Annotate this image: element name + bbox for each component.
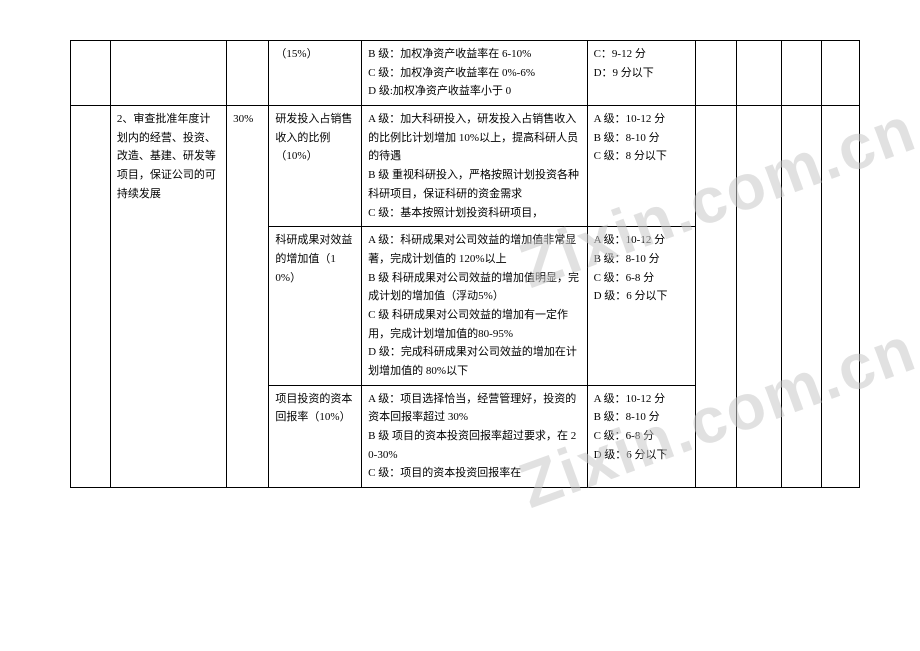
cell: [695, 106, 736, 488]
cell: （15%）: [269, 41, 362, 106]
cell: [71, 106, 111, 488]
cell: [110, 41, 226, 106]
evaluation-table: （15%） B 级：加权净资产收益率在 6-10%C 级：加权净资产收益率在 0…: [70, 40, 860, 488]
cell: 项目投资的资本回报率（10%）: [269, 385, 362, 487]
cell: [71, 41, 111, 106]
cell: 30%: [227, 106, 269, 488]
cell: A 级：加大科研投入，研发投入占销售收入的比例比计划增加 10%以上，提高科研人…: [362, 106, 587, 227]
cell: 研发投入占销售收入的比例（10%）: [269, 106, 362, 227]
cell: [822, 41, 860, 106]
cell: A 级：10-12 分B 级：8-10 分C 级：8 分以下: [587, 106, 695, 227]
cell: C：9-12 分D：9 分以下: [587, 41, 695, 106]
table-row: 2、审查批准年度计划内的经营、投资、改造、基建、研发等项目，保证公司的可持续发展…: [71, 106, 860, 227]
table-row: （15%） B 级：加权净资产收益率在 6-10%C 级：加权净资产收益率在 0…: [71, 41, 860, 106]
cell: [782, 41, 822, 106]
cell: A 级：项目选择恰当，经营管理好，投资的资本回报率超过 30%B 级 项目的资本…: [362, 385, 587, 487]
cell: [822, 106, 860, 488]
page-content: （15%） B 级：加权净资产收益率在 6-10%C 级：加权净资产收益率在 0…: [0, 0, 920, 528]
cell: B 级：加权净资产收益率在 6-10%C 级：加权净资产收益率在 0%-6%D …: [362, 41, 587, 106]
cell: 2、审查批准年度计划内的经营、投资、改造、基建、研发等项目，保证公司的可持续发展: [110, 106, 226, 488]
cell: [695, 41, 736, 106]
cell: [736, 106, 782, 488]
cell: [227, 41, 269, 106]
cell: A 级：科研成果对公司效益的增加值非常显著，完成计划值的 120%以上B 级 科…: [362, 227, 587, 386]
cell: [782, 106, 822, 488]
cell: [736, 41, 782, 106]
cell: 科研成果对效益的增加值（10%）: [269, 227, 362, 386]
cell: A 级：10-12 分B 级：8-10 分C 级：6-8 分D 级：6 分以下: [587, 385, 695, 487]
cell: A 级：10-12 分B 级：8-10 分C 级：6-8 分D 级：6 分以下: [587, 227, 695, 386]
